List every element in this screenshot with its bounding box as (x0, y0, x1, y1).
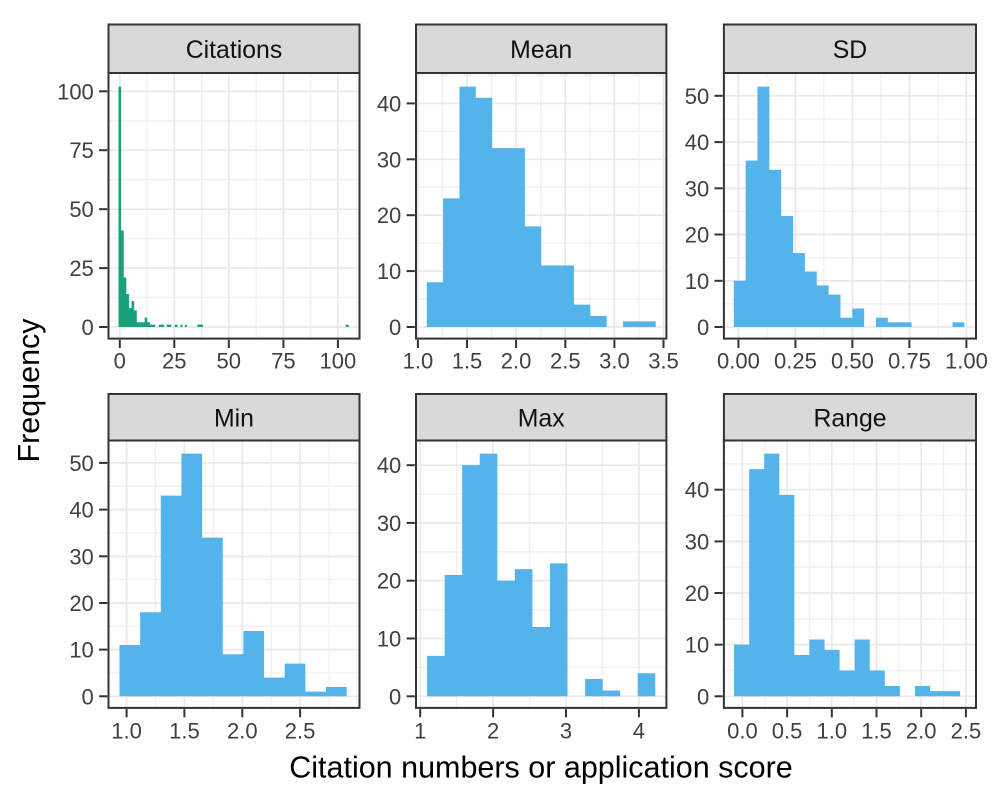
svg-text:20: 20 (377, 569, 401, 594)
svg-text:50: 50 (217, 348, 241, 373)
svg-text:20: 20 (685, 223, 709, 248)
svg-text:0: 0 (697, 315, 709, 340)
svg-text:40: 40 (69, 498, 93, 523)
svg-text:1.5: 1.5 (861, 719, 892, 744)
svg-text:10: 10 (685, 269, 709, 294)
svg-text:10: 10 (69, 638, 93, 663)
svg-text:75: 75 (271, 348, 295, 373)
svg-text:10: 10 (377, 627, 401, 652)
svg-text:50: 50 (69, 451, 93, 476)
svg-text:0: 0 (697, 684, 709, 709)
svg-text:2: 2 (487, 719, 499, 744)
svg-text:0.75: 0.75 (888, 348, 931, 373)
svg-text:20: 20 (69, 591, 93, 616)
svg-text:2.5: 2.5 (951, 719, 982, 744)
svg-text:30: 30 (377, 147, 401, 172)
svg-text:Range: Range (813, 405, 886, 432)
svg-text:2.0: 2.0 (501, 348, 532, 373)
svg-text:30: 30 (685, 529, 709, 554)
svg-text:Frequency: Frequency (12, 318, 46, 463)
svg-text:30: 30 (377, 511, 401, 536)
svg-text:100: 100 (57, 79, 94, 104)
svg-text:0.25: 0.25 (774, 348, 817, 373)
svg-text:3: 3 (560, 719, 572, 744)
svg-text:20: 20 (685, 581, 709, 606)
svg-text:1.5: 1.5 (169, 719, 200, 744)
svg-text:2.5: 2.5 (285, 719, 316, 744)
svg-text:Citations: Citations (186, 37, 282, 64)
svg-text:30: 30 (685, 176, 709, 201)
svg-text:40: 40 (685, 130, 709, 155)
svg-text:40: 40 (685, 478, 709, 503)
svg-text:Min: Min (214, 405, 254, 432)
svg-text:2.5: 2.5 (550, 348, 581, 373)
svg-text:1.0: 1.0 (403, 348, 434, 373)
svg-text:1.5: 1.5 (452, 348, 483, 373)
svg-text:0: 0 (114, 348, 126, 373)
svg-text:0.50: 0.50 (831, 348, 874, 373)
svg-text:0.00: 0.00 (717, 348, 760, 373)
svg-text:Mean: Mean (510, 37, 572, 64)
svg-text:4: 4 (633, 719, 645, 744)
svg-text:30: 30 (69, 544, 93, 569)
svg-text:10: 10 (377, 259, 401, 284)
svg-text:2.0: 2.0 (906, 719, 937, 744)
svg-text:0: 0 (82, 684, 94, 709)
svg-text:SD: SD (833, 37, 867, 64)
svg-text:0: 0 (389, 684, 401, 709)
svg-text:25: 25 (162, 348, 186, 373)
svg-text:50: 50 (685, 84, 709, 109)
svg-text:75: 75 (69, 138, 93, 163)
svg-text:Max: Max (518, 405, 565, 432)
svg-text:20: 20 (377, 203, 401, 228)
svg-text:40: 40 (377, 91, 401, 116)
svg-text:1.0: 1.0 (817, 719, 848, 744)
svg-text:0.5: 0.5 (772, 719, 803, 744)
svg-text:2.0: 2.0 (227, 719, 258, 744)
svg-text:40: 40 (377, 453, 401, 478)
svg-text:1: 1 (414, 719, 426, 744)
svg-text:1.0: 1.0 (111, 719, 142, 744)
svg-text:3.0: 3.0 (599, 348, 630, 373)
svg-text:50: 50 (69, 197, 93, 222)
svg-text:0: 0 (82, 315, 94, 340)
svg-text:0.0: 0.0 (727, 719, 758, 744)
svg-text:10: 10 (685, 633, 709, 658)
svg-text:Citation numbers or applicatio: Citation numbers or application score (289, 751, 793, 785)
svg-text:25: 25 (69, 256, 93, 281)
svg-text:100: 100 (320, 348, 357, 373)
svg-text:1.00: 1.00 (945, 348, 988, 373)
svg-text:3.5: 3.5 (648, 348, 679, 373)
svg-text:0: 0 (389, 315, 401, 340)
